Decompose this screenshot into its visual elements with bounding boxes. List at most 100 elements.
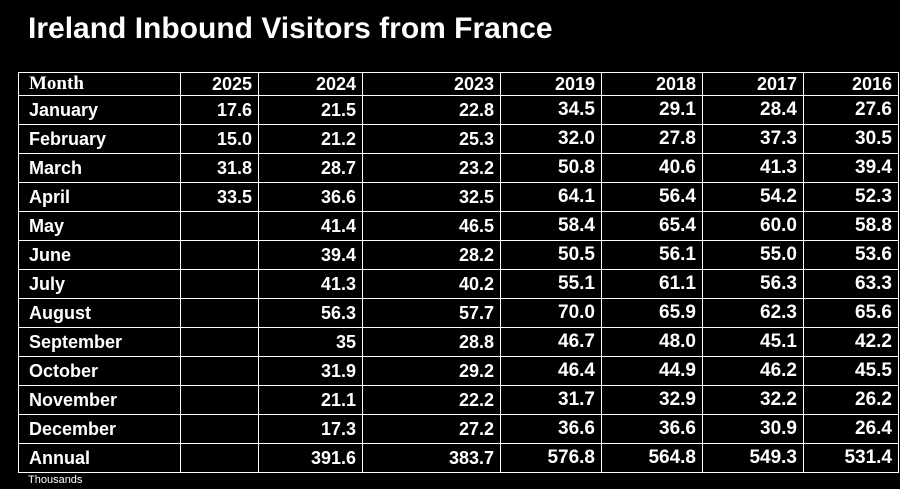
value-cell: 60.0: [702, 211, 804, 241]
value-cell: [180, 327, 259, 357]
value-cell: 56.3: [258, 298, 363, 328]
value-cell: 65.4: [601, 211, 703, 241]
value-cell: 36.6: [500, 414, 602, 444]
month-label: Annual: [18, 443, 181, 473]
value-cell: 23.2: [362, 153, 501, 183]
value-cell: [180, 269, 259, 299]
value-cell: [180, 443, 259, 473]
value-cell: 50.5: [500, 240, 602, 270]
value-cell: 17.6: [180, 95, 259, 125]
chart-title: Ireland Inbound Visitors from France: [28, 12, 553, 45]
value-cell: 46.2: [702, 356, 804, 386]
table-row: June 39.4 28.2 50.5 56.1 55.0 53.6: [18, 240, 899, 270]
value-cell: 64.1: [500, 182, 602, 212]
value-cell: 45.1: [702, 327, 804, 357]
value-cell: 55.1: [500, 269, 602, 299]
value-cell: 44.9: [601, 356, 703, 386]
value-cell: [180, 240, 259, 270]
table-row: January 17.6 21.5 22.8 34.5 29.1 28.4 27.6: [18, 95, 899, 125]
value-cell: 63.3: [803, 269, 899, 299]
year-column-header: 2025: [180, 72, 259, 96]
month-label: October: [18, 356, 181, 386]
value-cell: 21.5: [258, 95, 363, 125]
value-cell: 62.3: [702, 298, 804, 328]
value-cell: 27.6: [803, 95, 899, 125]
value-cell: 39.4: [803, 153, 899, 183]
value-cell: 32.2: [702, 385, 804, 415]
value-cell: [180, 356, 259, 386]
month-label: August: [18, 298, 181, 328]
value-cell: 391.6: [258, 443, 363, 473]
value-cell: 48.0: [601, 327, 703, 357]
month-label: February: [18, 124, 181, 154]
value-cell: 383.7: [362, 443, 501, 473]
value-cell: 56.1: [601, 240, 703, 270]
table-row: October 31.9 29.2 46.4 44.9 46.2 45.5: [18, 356, 899, 386]
table-row: September 35 28.8 46.7 48.0 45.1 42.2: [18, 327, 899, 357]
value-cell: 39.4: [258, 240, 363, 270]
value-cell: 46.4: [500, 356, 602, 386]
year-column-header: 2016: [803, 72, 899, 96]
value-cell: 57.7: [362, 298, 501, 328]
value-cell: [180, 385, 259, 415]
month-column-header: Month: [18, 72, 181, 96]
value-cell: 31.7: [500, 385, 602, 415]
value-cell: 26.4: [803, 414, 899, 444]
table-body: January 17.6 21.5 22.8 34.5 29.1 28.4 27.6 Febru…: [18, 95, 899, 473]
value-cell: 25.3: [362, 124, 501, 154]
value-cell: 33.5: [180, 182, 259, 212]
value-cell: 27.2: [362, 414, 501, 444]
value-cell: 28.8: [362, 327, 501, 357]
value-cell: 56.3: [702, 269, 804, 299]
value-cell: 576.8: [500, 443, 602, 473]
month-label: January: [18, 95, 181, 125]
year-column-header: 2017: [702, 72, 804, 96]
year-column-header: 2019: [500, 72, 602, 96]
value-cell: 58.8: [803, 211, 899, 241]
table-row: February 15.0 21.2 25.3 32.0 27.8 37.3 30.5: [18, 124, 899, 154]
value-cell: 28.7: [258, 153, 363, 183]
visitors-table: Month 2025 2024 2023 2019 2018 2017 2016 Janua…: [18, 72, 899, 473]
value-cell: 36.6: [258, 182, 363, 212]
value-cell: [180, 298, 259, 328]
value-cell: 50.8: [500, 153, 602, 183]
table-row: May 41.4 46.5 58.4 65.4 60.0 58.8: [18, 211, 899, 241]
value-cell: 22.8: [362, 95, 501, 125]
value-cell: 30.5: [803, 124, 899, 154]
year-column-header: 2024: [258, 72, 363, 96]
table-row: March 31.8 28.7 23.2 50.8 40.6 41.3 39.4: [18, 153, 899, 183]
value-cell: 34.5: [500, 95, 602, 125]
month-label: May: [18, 211, 181, 241]
value-cell: 55.0: [702, 240, 804, 270]
table-row: July 41.3 40.2 55.1 61.1 56.3 63.3: [18, 269, 899, 299]
value-cell: 32.0: [500, 124, 602, 154]
value-cell: 32.9: [601, 385, 703, 415]
value-cell: 32.5: [362, 182, 501, 212]
value-cell: 46.5: [362, 211, 501, 241]
value-cell: 29.1: [601, 95, 703, 125]
value-cell: 15.0: [180, 124, 259, 154]
value-cell: 45.5: [803, 356, 899, 386]
value-cell: 31.9: [258, 356, 363, 386]
value-cell: 54.2: [702, 182, 804, 212]
value-cell: 17.3: [258, 414, 363, 444]
table-row: April 33.5 36.6 32.5 64.1 56.4 54.2 52.3: [18, 182, 899, 212]
value-cell: [180, 414, 259, 444]
value-cell: 41.3: [258, 269, 363, 299]
value-cell: 58.4: [500, 211, 602, 241]
month-label: April: [18, 182, 181, 212]
value-cell: 29.2: [362, 356, 501, 386]
value-cell: 42.2: [803, 327, 899, 357]
annual-total-row: Annual 391.6 383.7 576.8 564.8 549.3 531.4: [18, 443, 899, 473]
value-cell: 564.8: [601, 443, 703, 473]
table-header-row: Month 2025 2024 2023 2019 2018 2017 2016: [18, 72, 899, 96]
value-cell: 61.1: [601, 269, 703, 299]
value-cell: 65.6: [803, 298, 899, 328]
month-label: July: [18, 269, 181, 299]
value-cell: 52.3: [803, 182, 899, 212]
units-note: Thousands: [28, 474, 83, 486]
value-cell: [180, 211, 259, 241]
value-cell: 36.6: [601, 414, 703, 444]
value-cell: 30.9: [702, 414, 804, 444]
table-row: November 21.1 22.2 31.7 32.9 32.2 26.2: [18, 385, 899, 415]
